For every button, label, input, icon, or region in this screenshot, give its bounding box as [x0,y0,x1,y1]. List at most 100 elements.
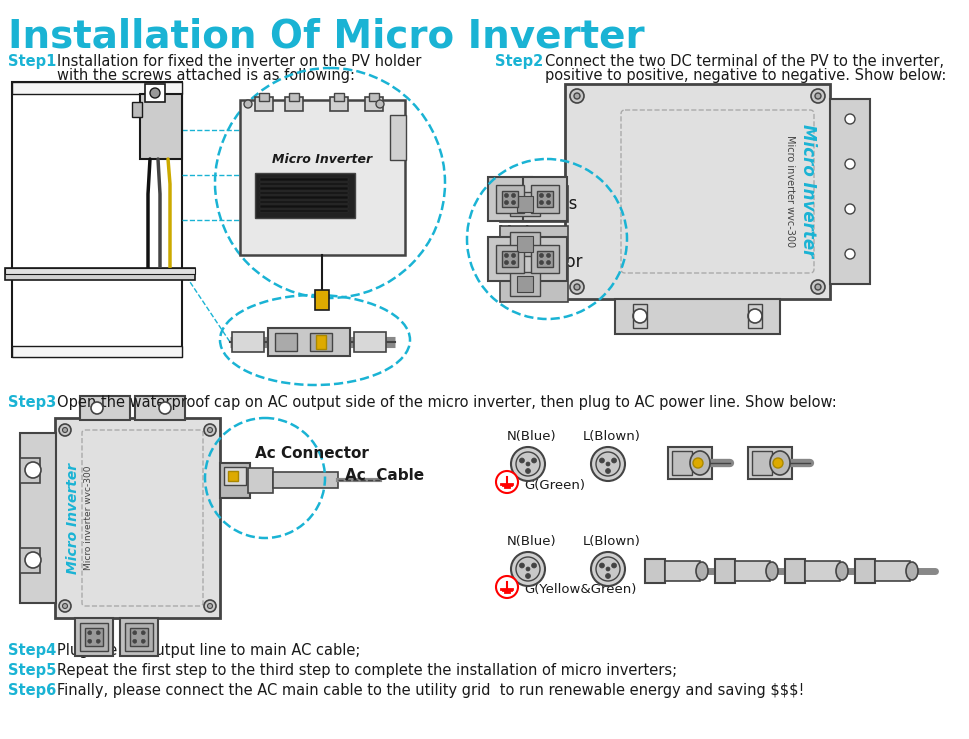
Circle shape [511,261,515,265]
Bar [364,97,383,111]
Circle shape [504,261,508,265]
Bar [516,236,532,252]
Bar [144,84,165,102]
Circle shape [207,427,212,432]
Text: Micro Inverter: Micro Inverter [798,124,816,258]
Bar [510,232,540,256]
Bar [665,561,700,581]
Circle shape [772,458,782,468]
Circle shape [599,458,604,463]
Bar [537,251,552,267]
Circle shape [504,253,508,257]
Circle shape [59,600,71,612]
Circle shape [25,552,41,568]
Text: Ac  Cable: Ac Cable [345,468,423,483]
Bar [784,559,804,583]
Circle shape [590,552,624,586]
Circle shape [610,563,616,568]
Bar [333,93,344,101]
Circle shape [844,204,854,214]
Bar [260,183,348,185]
Bar [495,245,523,273]
Bar [510,192,540,216]
Text: Micro Inverter: Micro Inverter [271,153,372,166]
Circle shape [595,452,619,476]
Bar [120,618,158,656]
Bar [804,561,839,581]
Bar [75,618,112,656]
Bar [516,276,532,292]
Circle shape [574,284,579,290]
Bar [260,196,348,199]
Circle shape [525,573,530,579]
Circle shape [519,563,524,568]
Text: Step1: Step1 [8,54,56,69]
Bar [747,447,791,479]
Bar [390,115,406,160]
Circle shape [511,200,515,205]
Bar [315,290,328,310]
Circle shape [519,458,524,463]
Circle shape [570,89,583,103]
Bar [132,102,141,117]
Bar [289,93,298,101]
Circle shape [133,639,137,643]
Bar [644,559,665,583]
Bar [285,97,302,111]
Circle shape [546,200,550,205]
Text: L(Blown): L(Blown) [582,430,641,443]
Circle shape [159,402,171,414]
Circle shape [504,194,508,197]
Circle shape [590,447,624,481]
Bar [260,191,348,194]
Ellipse shape [769,451,789,475]
Circle shape [844,114,854,124]
Circle shape [570,280,583,294]
Bar [275,333,297,351]
Bar [232,332,264,352]
Bar [516,196,532,212]
Bar [79,396,130,420]
Bar [140,94,182,159]
Bar [530,245,558,273]
Circle shape [87,631,92,635]
Circle shape [96,639,100,643]
Bar [487,177,531,221]
Bar [79,623,108,651]
Bar [248,468,272,493]
Text: Repeat the first step to the third step to complete the installation of micro in: Repeat the first step to the third step … [57,663,676,678]
Bar [564,84,829,299]
Circle shape [87,639,92,643]
Bar [751,451,771,475]
Circle shape [525,462,529,466]
Bar [260,178,348,180]
Text: N(Blue): N(Blue) [507,535,556,548]
Circle shape [516,452,540,476]
Bar [125,623,153,651]
Circle shape [546,194,550,197]
Ellipse shape [766,562,777,580]
Bar [224,467,246,485]
Circle shape [62,427,68,432]
Circle shape [62,604,68,608]
Circle shape [844,249,854,259]
Circle shape [606,462,610,466]
Circle shape [25,462,41,478]
Bar [12,82,182,94]
Circle shape [546,261,550,265]
Circle shape [516,557,540,581]
Bar [20,433,56,603]
Ellipse shape [905,562,917,580]
Circle shape [203,424,216,436]
Text: Step4: Step4 [8,643,56,658]
Bar [135,396,185,420]
Text: Step6: Step6 [8,683,56,698]
Bar [354,332,386,352]
Circle shape [91,402,103,414]
Circle shape [810,280,825,294]
Bar [714,559,735,583]
Bar [499,186,568,222]
Circle shape [539,253,543,257]
Text: positive to positive, negative to negative. Show below:: positive to positive, negative to negati… [545,68,946,83]
Circle shape [692,458,703,468]
